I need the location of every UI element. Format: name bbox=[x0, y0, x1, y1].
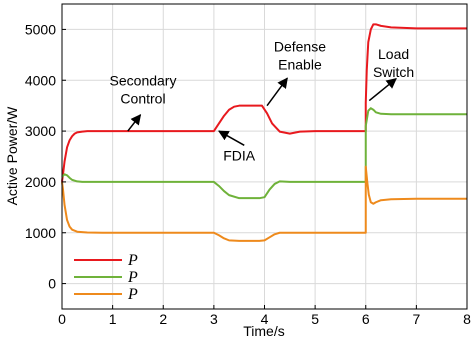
y-tick-label: 5000 bbox=[25, 21, 56, 37]
y-tick-label: 4000 bbox=[25, 72, 56, 88]
y-tick-label: 2000 bbox=[25, 174, 56, 190]
x-tick-label: 5 bbox=[311, 311, 319, 327]
series-lines bbox=[61, 23, 467, 242]
annotation-defense-label: Defense bbox=[274, 38, 326, 54]
x-tick-label: 8 bbox=[463, 311, 471, 327]
annotation-secondary-label: Secondary bbox=[110, 72, 177, 88]
annotation-fdia-label: FDIA bbox=[223, 148, 256, 164]
annotation-defense-arrow bbox=[266, 77, 288, 107]
x-tick-label: 4 bbox=[261, 311, 269, 327]
y-axis-title: Active Power/W bbox=[4, 106, 20, 206]
legend: PPP bbox=[74, 252, 138, 303]
annotation-secondary-label: Control bbox=[120, 90, 165, 106]
x-tick-label: 2 bbox=[159, 311, 167, 327]
y-tick-label: 3000 bbox=[25, 123, 56, 139]
annotation-load-label: Load bbox=[378, 46, 409, 62]
legend-label-1: P bbox=[127, 252, 138, 269]
annotation-fdia-arrow bbox=[218, 130, 245, 146]
x-tick-label: 6 bbox=[362, 311, 370, 327]
x-tick-label: 3 bbox=[210, 311, 218, 327]
annotation-load-arrow bbox=[368, 78, 397, 102]
annotation-defense-label: Enable bbox=[278, 56, 322, 72]
y-tick-label: 1000 bbox=[25, 225, 56, 241]
x-tick-label: 1 bbox=[109, 311, 117, 327]
series-line-2 bbox=[61, 107, 467, 200]
x-tick-label: 7 bbox=[412, 311, 420, 327]
axis-ticks: 0 1 2 3 4 5 6 7 8 0 1000 2000 3000 4000 5000 bbox=[25, 21, 471, 327]
x-tick-label: 0 bbox=[58, 311, 66, 327]
legend-label-3: P bbox=[127, 286, 138, 303]
y-tick-label: 0 bbox=[48, 276, 56, 292]
annotation-load-label: Switch bbox=[373, 64, 414, 80]
legend-label-2: P bbox=[127, 269, 138, 286]
annotations: Secondary Control FDIA Defense Enable Load Swi… bbox=[110, 38, 415, 163]
series-line-1 bbox=[61, 23, 467, 183]
annotation-secondary-arrow bbox=[127, 113, 142, 132]
series-line-3 bbox=[61, 165, 467, 242]
x-axis-title: Time/s bbox=[243, 323, 284, 339]
